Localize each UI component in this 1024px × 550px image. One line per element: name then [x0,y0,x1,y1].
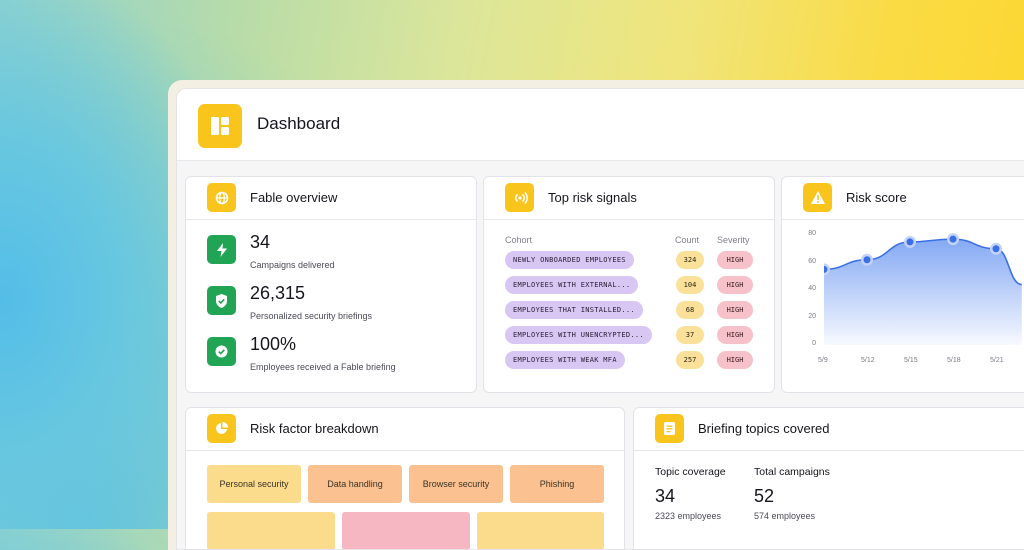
severity-pill: HIGH [717,301,753,319]
document-icon [655,414,684,443]
risk-score-card-header: Risk score [782,177,1024,220]
risk-signals-title: Top risk signals [548,190,637,205]
briefing-card-header: Briefing topics covered [634,408,1024,451]
x-tick-label: 5/18 [947,357,961,364]
globe-icon [207,183,236,212]
data-point[interactable] [949,235,957,243]
data-point[interactable] [906,238,914,246]
risk-factor-title: Risk factor breakdown [250,421,379,436]
bolt-icon [207,235,236,264]
cohort-pill: NEWLY ONBOARDED EMPLOYEES [505,251,634,269]
check-icon [207,337,236,366]
page-title: Dashboard [257,114,341,133]
x-tick-label: 5/21 [990,357,1004,364]
stat-label: Campaigns delivered [250,260,335,270]
count-pill: 37 [676,326,704,344]
dashboard-layout-icon[interactable] [198,104,242,148]
briefing-title: Briefing topics covered [698,421,830,436]
data-point[interactable] [992,245,1000,253]
risk-score-area [824,239,1022,345]
count-pill: 68 [676,301,704,319]
count-pill: 324 [676,251,704,269]
top-bar: Dashboard [177,89,1024,161]
y-tick-label: 20 [808,312,816,320]
x-tick-label: 5/9 [818,357,828,364]
x-tick-label: 5/15 [904,357,918,364]
count-pill: 257 [676,351,704,369]
briefing-card: Briefing topics covered Topic coverage 3… [633,407,1024,549]
y-tick-label: 60 [808,257,816,265]
signal-waves-icon [505,183,534,212]
overview-title: Fable overview [250,190,338,205]
topic-coverage-label: Topic coverage [655,466,726,478]
y-tick-label: 40 [808,285,816,292]
stat-value: 26,315 [250,283,306,303]
risk-factor-tile[interactable]: Data handling [308,465,402,503]
risk-factor-tile[interactable] [477,512,604,549]
x-tick-label: 5/12 [861,357,875,364]
app-window: Dashboard Fable overview 34 Campaigns de… [176,88,1024,550]
cohort-pill: EMPLOYEES WITH EXTERNAL... [505,276,639,294]
warning-triangle-icon [803,183,832,212]
topic-coverage-value: 34 [655,486,676,506]
stat-label: Employees received a Fable briefing [250,362,396,372]
data-point[interactable] [824,265,828,273]
topic-coverage-employees: 2323 employees [655,511,722,521]
cohort-pill: EMPLOYEES WITH UNENCRYPTED... [505,326,652,344]
severity-pill: HIGH [717,326,753,344]
column-header-cohort[interactable]: Cohort [505,235,533,245]
stat-value: 34 [250,232,271,252]
total-campaigns-label: Total campaigns [754,466,830,478]
total-campaigns-employees: 574 employees [754,511,816,521]
severity-pill: HIGH [717,251,753,269]
total-campaigns-value: 52 [754,486,775,506]
stat-value: 100% [250,334,297,354]
column-header-count[interactable]: Count [675,235,700,245]
risk-score-chart [824,233,1023,345]
risk-signals-card: Top risk signals Cohort Count Severity N… [483,176,775,393]
stat-label: Personalized security briefings [250,311,373,321]
risk-signals-card-header: Top risk signals [484,177,774,220]
pie-chart-icon [207,414,236,443]
risk-factor-tile[interactable] [342,512,470,549]
risk-score-card: Risk score 0 20 40 60 80 5/9 5/12 5/15 5/18 5/21 [781,176,1024,393]
count-pill: 104 [676,276,704,294]
risk-factor-tile[interactable]: Browser security [409,465,503,503]
overview-card: Fable overview 34 Campaigns delivered 26… [185,176,477,393]
column-header-severity[interactable]: Severity [717,235,750,245]
severity-pill: HIGH [717,276,753,294]
overview-card-header: Fable overview [186,177,476,220]
risk-factor-tile[interactable] [207,512,335,549]
risk-factor-tile[interactable]: Personal security [207,465,301,503]
cohort-pill: EMPLOYEES THAT INSTALLED... [505,301,643,319]
severity-pill: HIGH [717,351,753,369]
risk-score-title: Risk score [846,190,907,205]
shield-check-icon [207,286,236,315]
cohort-pill: EMPLOYEES WITH WEAK MFA [505,351,625,369]
risk-factor-tile[interactable]: Phishing [510,465,604,503]
y-tick-label: 0 [812,340,816,347]
risk-factor-card-header: Risk factor breakdown [186,408,624,451]
y-tick-label: 80 [808,230,816,237]
data-point[interactable] [863,256,871,264]
